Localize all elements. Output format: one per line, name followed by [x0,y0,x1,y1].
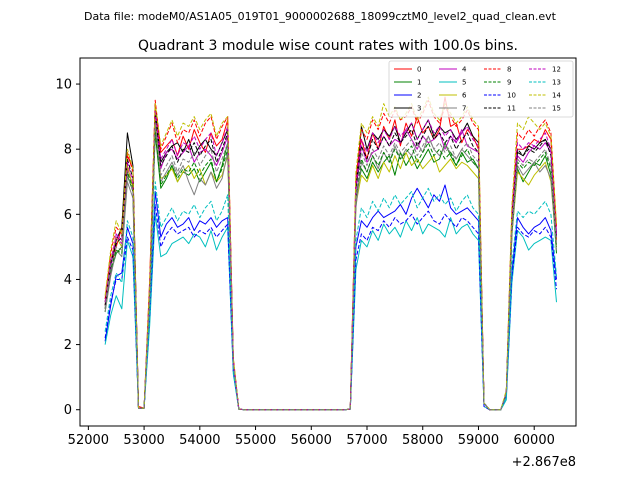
legend-label-15: 15 [552,105,561,113]
x-offset-label: +2.867e8 [512,455,576,470]
chart-title: Quadrant 3 module wise count rates with … [138,38,518,54]
x-tick-label: 53000 [123,433,164,448]
x-tick-label: 59000 [458,433,499,448]
y-tick-label: 6 [64,208,72,223]
legend-label-14: 14 [552,92,561,100]
x-tick-label: 54000 [179,433,220,448]
legend-box [388,60,574,118]
legend-label-5: 5 [462,79,466,87]
y-tick-label: 8 [64,143,72,158]
x-tick-label: 52000 [68,433,109,448]
y-tick-label: 4 [64,273,72,288]
y-tick-label: 0 [64,403,72,418]
legend-label-3: 3 [417,105,421,113]
legend-label-6: 6 [462,92,467,100]
x-tick-label: 58000 [402,433,443,448]
legend-label-0: 0 [417,66,421,74]
plot-lines [104,96,557,411]
legend-label-2: 2 [417,92,421,100]
y-axis: 0 2 4 6 8 10 [55,78,80,418]
series-line-13 [104,181,557,411]
legend-label-12: 12 [552,66,561,74]
legend-label-1: 1 [417,79,421,87]
legend-label-8: 8 [507,66,511,74]
legend-label-13: 13 [552,79,561,87]
legend-label-7: 7 [462,105,466,113]
legend-label-4: 4 [462,66,467,74]
plot-frame [79,57,577,427]
x-axis: 52000 53000 54000 55000 56000 57000 58000 59000… [68,426,555,448]
y-tick-label: 10 [55,78,72,93]
series-line-15 [104,122,557,411]
legend-label-9: 9 [507,79,511,87]
file-label: Data file: modeM0/AS1A05_019T01_90000026… [84,10,557,23]
x-tick-label: 55000 [235,433,276,448]
x-tick-label: 56000 [291,433,332,448]
y-tick-label: 2 [64,338,72,353]
legend-label-10: 10 [507,92,516,100]
x-tick-label: 57000 [346,433,387,448]
legend-label-11: 11 [507,105,516,113]
x-tick-label: 60000 [514,433,555,448]
